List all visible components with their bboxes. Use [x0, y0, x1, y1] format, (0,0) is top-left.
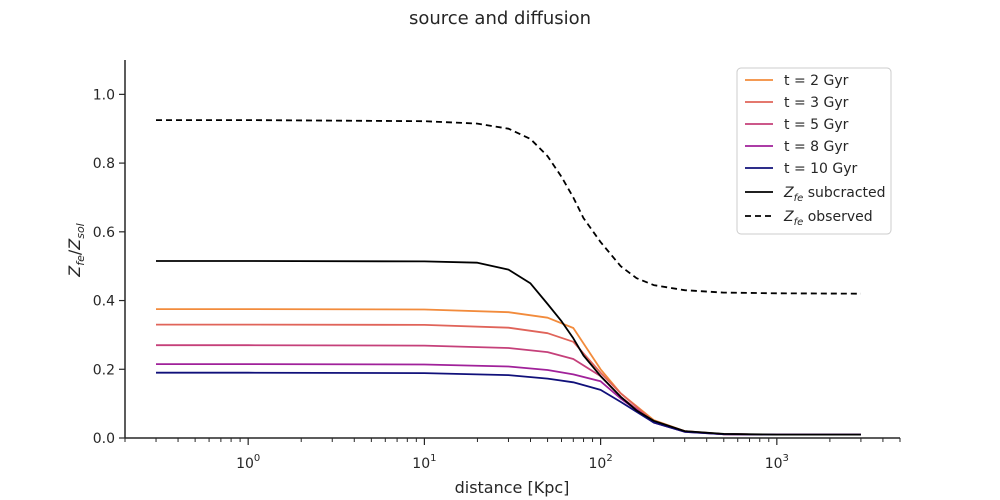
x-axis-label: distance [Kpc]	[455, 478, 570, 497]
y-tick-label: 0.2	[93, 362, 115, 378]
series-line-4	[156, 371, 861, 436]
axes	[124, 60, 900, 439]
legend-label-1: t = 3 Gyr	[784, 95, 849, 111]
series-line-2	[156, 344, 861, 436]
legend-label-6: Zfe observed	[783, 209, 873, 228]
x-axis-ticks: 100 101 102 103	[124, 438, 901, 472]
legend-label-5: Zfe subcracted	[783, 185, 886, 204]
y-tick-label: 0.8	[93, 156, 115, 172]
y-tick-label: 0.4	[93, 294, 115, 310]
y-tick-label: 0.6	[93, 225, 115, 241]
y-axis-label: Zfe/Zsol	[65, 223, 87, 278]
x-tick-label: 100	[236, 453, 260, 472]
y-axis-ticks: 0.0 0.2 0.4 0.6 0.8 1.0	[93, 87, 125, 447]
series-lines	[156, 119, 861, 436]
x-tick-label: 103	[765, 453, 789, 472]
legend-label-4: t = 10 Gyr	[784, 161, 858, 177]
series-line-6	[156, 119, 861, 295]
x-tick-label: 102	[589, 453, 613, 472]
legend: t = 2 Gyr t = 3 Gyr t = 5 Gyr t = 8 Gyr t = …	[736, 67, 892, 235]
legend-label-2: t = 5 Gyr	[784, 117, 849, 133]
x-tick-label: 101	[412, 453, 436, 472]
y-tick-label: 1.0	[93, 87, 115, 103]
series-line-1	[156, 323, 861, 436]
legend-box	[736, 67, 892, 235]
y-tick-label: 0.0	[93, 431, 115, 447]
series-line-5	[156, 260, 861, 436]
legend-label-3: t = 8 Gyr	[784, 139, 849, 155]
chart-title: source and diffusion	[409, 8, 591, 29]
svg-text:Zfe/Zsol: Zfe/Zsol	[65, 223, 87, 278]
legend-label-0: t = 2 Gyr	[784, 73, 849, 89]
